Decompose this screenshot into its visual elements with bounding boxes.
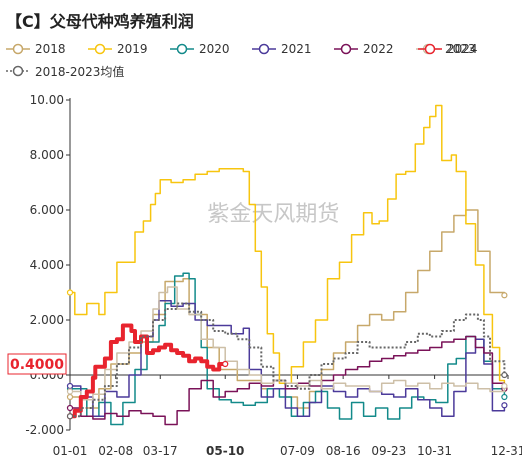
series-point [66,393,74,401]
x-tick-label: 03-17 [143,444,178,458]
legend-swatch-icon [334,43,358,55]
legend-item-1[interactable]: 2019 [88,40,148,58]
x-tick-label: 12-31 [491,444,522,458]
y-tick-label: -2.000 [25,423,64,437]
series-line-2019 [70,104,506,389]
x-tick-label: 08-16 [326,444,361,458]
y-tick-label: 2.000 [30,313,64,327]
series-point [501,382,508,390]
legend-item-7[interactable]: 2018-2023均值 [6,62,124,80]
last-value-label: 0.4000 [10,357,64,373]
x-tick-label: 07-09 [280,444,315,458]
legend-item-2[interactable]: 2020 [170,40,230,58]
series-point [501,402,508,409]
series-point [66,404,74,412]
legend-swatch-icon [88,43,112,55]
series-line-2023 [70,286,506,401]
last-value-badge [7,353,67,375]
legend-swatch-icon [6,43,30,55]
y-tick-label: 8.000 [30,148,64,162]
legend-swatch-icon [418,43,442,55]
legend-item-4[interactable]: 2022 [334,40,394,58]
series-point [501,371,508,379]
chart-title: 【C】父母代种鸡养殖利润 [6,12,194,31]
legend-item-0[interactable]: 2018 [6,40,66,58]
x-tick-label: 02-08 [98,444,133,458]
series-line-2018-2023均值 [70,302,506,418]
legend-item-6[interactable]: 2024 [418,40,478,58]
series-line-2020 [70,272,506,426]
series-point [66,289,74,296]
legend-label: 2022 [363,42,394,56]
legend-item-3[interactable]: 2021 [252,40,312,58]
x-tick-label: 09-23 [371,444,406,458]
legend-label: 2020 [199,42,230,56]
series-point [501,292,508,299]
series-point [66,388,74,395]
legend-swatch-icon [252,43,276,55]
legend-label: 2018-2023均值 [35,64,125,79]
legend-label: 2019 [117,42,148,56]
y-tick-label: 4.000 [30,258,64,272]
legend-swatch-icon [170,43,194,55]
legend-label: 2024 [447,42,478,56]
legend-swatch-icon [6,65,30,77]
x-tick-label: 10-31 [417,444,452,458]
series-point [66,382,74,390]
legend-label: 2018 [35,42,66,56]
watermark-text: 紫金天风期货 [207,202,339,227]
legend-label: 2021 [281,42,312,56]
series-point [222,360,229,368]
x-tick-label: 01-01 [53,444,88,458]
series-point [66,413,74,420]
y-tick-label: 10.00 [30,93,64,107]
x-tick-label: 05-10 [206,444,244,458]
series-point [501,393,508,401]
legend-label: 2023 [445,42,476,56]
y-tick-label: 6.000 [30,203,64,217]
series-line-2024 [70,323,226,419]
